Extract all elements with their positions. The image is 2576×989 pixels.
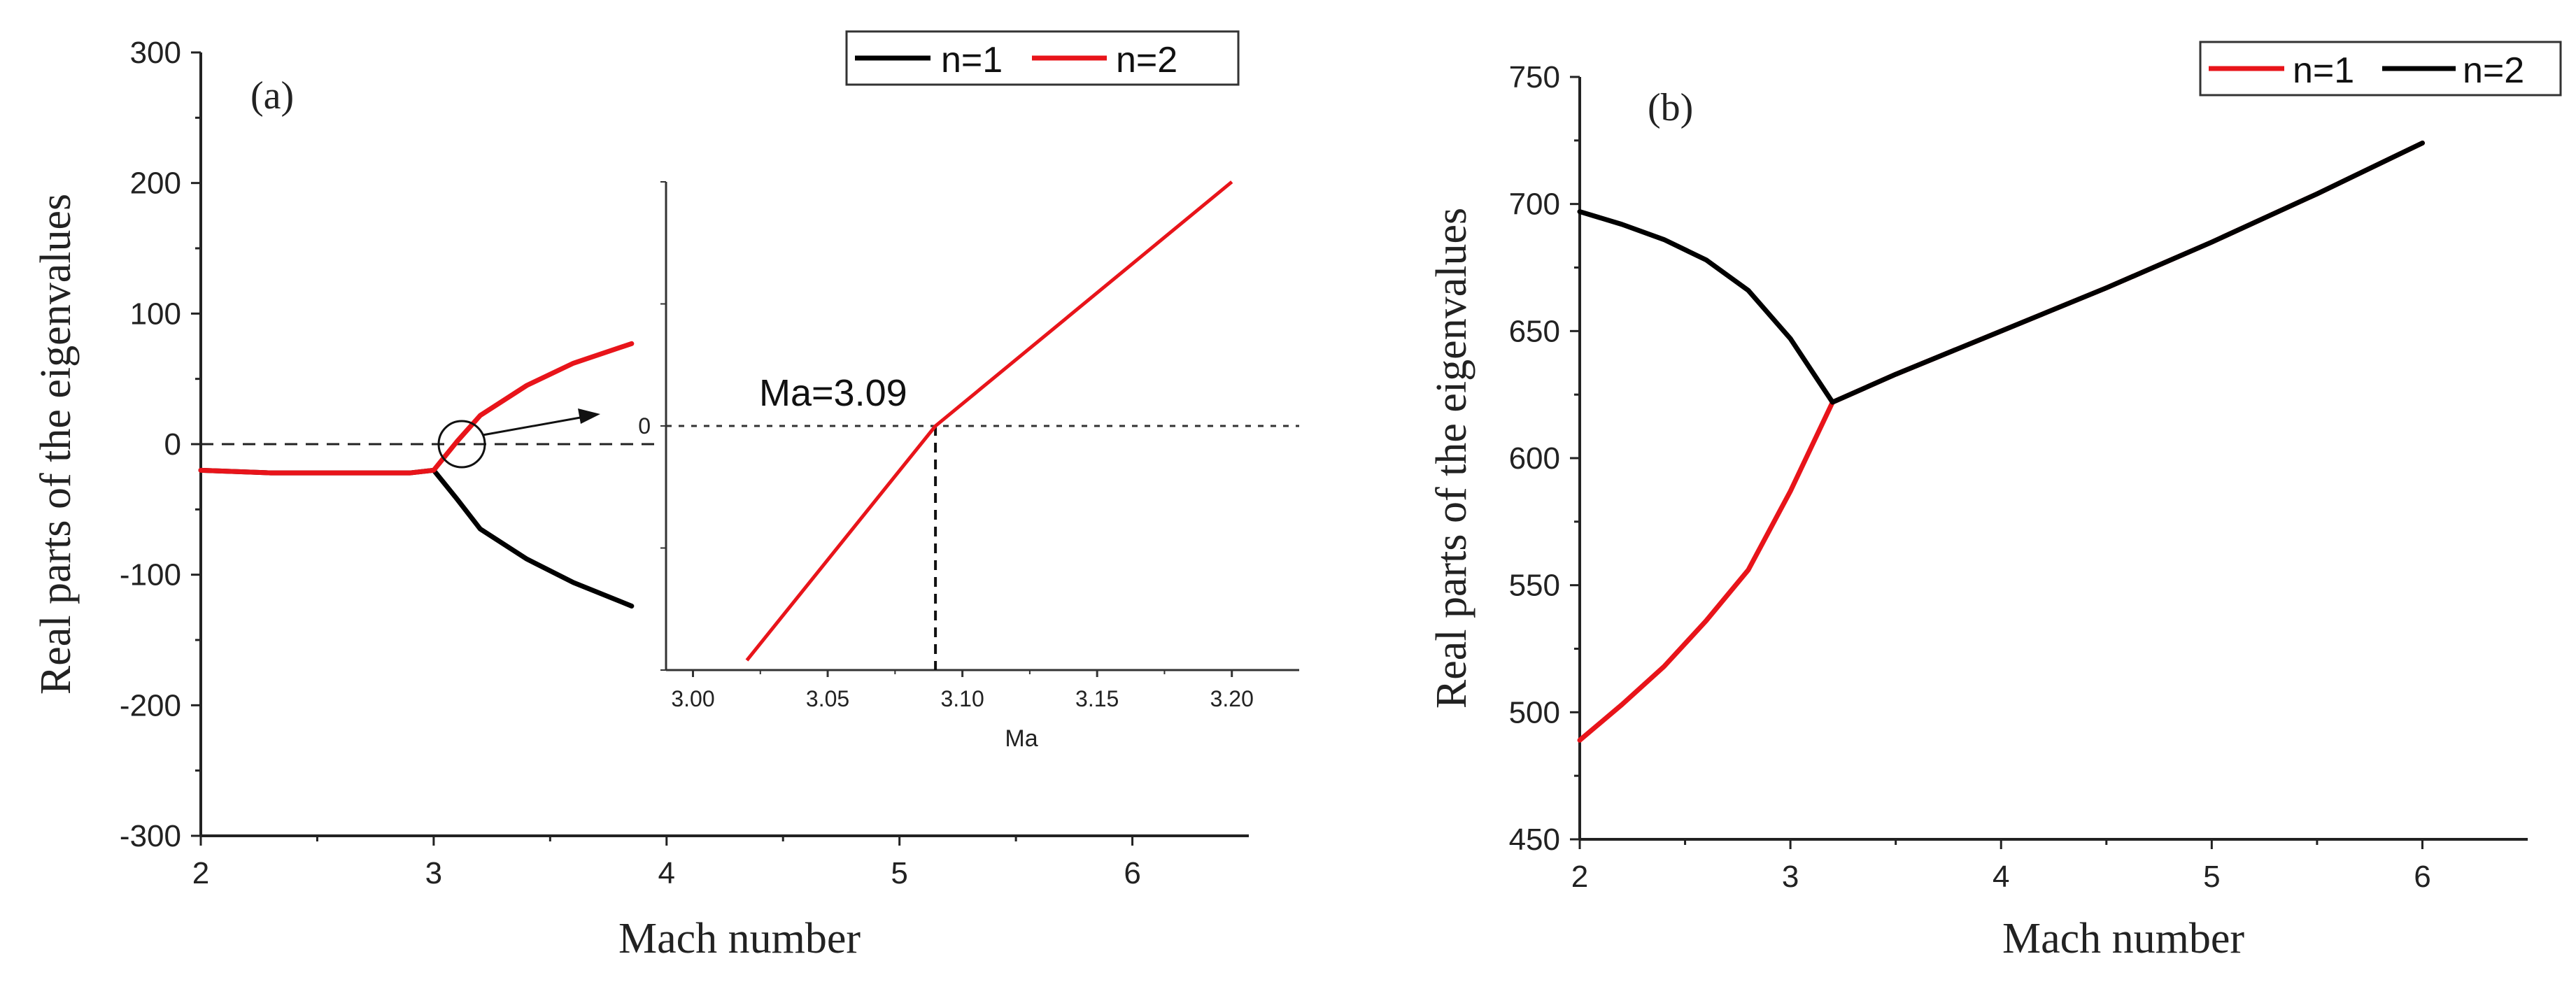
panel-b-y-axis-title: Real parts of the eigenvalues	[1428, 208, 1475, 709]
panel-a-legend-label-n1: n=1	[941, 40, 1003, 80]
panel-a-x-tick-label-0: 2	[192, 856, 209, 890]
panel-b-legend-label-n2: n=2	[2463, 50, 2524, 91]
panel-a-legend: n=1 n=2	[845, 30, 1240, 86]
panel-b-x-tick-label-1: 3	[1782, 860, 1799, 894]
panel-b: 2 3 4 5 6 450 500 550 600 650 700 750 (b) Mach numb…	[1428, 41, 2562, 962]
panel-a-y-tick-label-2: -100	[120, 558, 181, 592]
panel-a-zoom-arrow	[482, 415, 585, 436]
panel-b-legend-label-n1: n=1	[2293, 50, 2354, 91]
panel-a-y-tick-label-6: 300	[130, 36, 181, 70]
panel-b-y-tick-label-6: 750	[1509, 60, 1560, 94]
panel-b-x-tick-label-2: 4	[1993, 860, 2009, 894]
panel-b-label: (b)	[1648, 86, 1693, 129]
panel-a-legend-label-n2: n=2	[1116, 40, 1177, 80]
panel-b-x-tick-label-4: 6	[2414, 860, 2430, 894]
panel-b-ticks: 2 3 4 5 6 450 500 550 600 650 700 750	[1509, 60, 2431, 894]
panel-b-y-tick-label-2: 550	[1509, 569, 1560, 603]
panel-a-inset: 3.00 3.05 3.10 3.15 3.20 0 Ma=3.09 Ma	[638, 180, 1299, 752]
panel-a-inset-x-tick-label-2: 3.10	[940, 686, 984, 711]
panel-a: 2 3 4 5 6 -300 -200 -100 0 100 200 300 (a) Mach num…	[32, 30, 1299, 962]
panel-a-inset-x-axis-title: Ma	[1005, 725, 1038, 752]
panel-a-x-axis-title: Mach number	[618, 915, 861, 962]
panel-a-series-n1-line	[198, 467, 635, 609]
panel-a-inset-x-tick-label-4: 3.20	[1210, 686, 1254, 711]
panel-b-series-n1-line	[1577, 140, 2425, 743]
panel-a-inset-ticks: 3.00 3.05 3.10 3.15 3.20 0	[638, 181, 1254, 711]
panel-b-x-tick-label-0: 2	[1571, 860, 1588, 894]
panel-a-zoom-arrowhead	[578, 408, 600, 424]
panel-a-y-tick-label-3: 0	[164, 427, 181, 462]
panel-a-x-tick-label-3: 5	[891, 856, 907, 890]
panel-b-y-tick-label-3: 600	[1509, 441, 1560, 476]
panel-a-inset-y-tick-label-0: 0	[638, 413, 651, 439]
panel-b-legend: n=1 n=2	[2199, 41, 2562, 97]
panel-a-inset-series-line	[745, 180, 1233, 662]
panel-b-y-tick-label-1: 500	[1509, 695, 1560, 730]
panel-a-y-tick-label-1: -200	[120, 688, 181, 723]
panel-b-x-axis-title: Mach number	[2002, 915, 2244, 962]
panel-b-x-tick-label-3: 5	[2203, 860, 2220, 894]
panel-a-inset-annotation: Ma=3.09	[759, 372, 907, 414]
panel-a-zoom-circle	[437, 420, 486, 469]
panel-a-x-tick-label-1: 3	[425, 856, 442, 890]
panel-a-label: (a)	[250, 74, 294, 118]
panel-b-series-n2-line	[1577, 140, 2425, 405]
panel-a-inset-x-tick-label-3: 3.15	[1075, 686, 1119, 711]
panel-a-y-tick-label-4: 100	[130, 297, 181, 331]
panel-a-y-axis-title: Real parts of the eigenvalues	[32, 194, 80, 695]
panel-a-inset-x-tick-label-1: 3.05	[806, 686, 849, 711]
panel-a-y-tick-label-0: -300	[120, 819, 181, 853]
panel-a-y-tick-label-5: 200	[130, 166, 181, 201]
panel-a-x-tick-label-2: 4	[658, 856, 675, 890]
panel-a-inset-x-tick-label-0: 3.00	[671, 686, 714, 711]
panel-a-grid: 2 3 4 5 6 -300 -200 -100 0 100 200 300	[120, 36, 1141, 890]
panel-a-x-tick-label-4: 6	[1124, 856, 1140, 890]
panel-b-y-tick-label-5: 700	[1509, 187, 1560, 222]
panel-b-y-tick-label-4: 650	[1509, 314, 1560, 348]
panel-b-y-tick-label-0: 450	[1509, 823, 1560, 857]
panel-a-series-n2-line	[198, 341, 635, 476]
